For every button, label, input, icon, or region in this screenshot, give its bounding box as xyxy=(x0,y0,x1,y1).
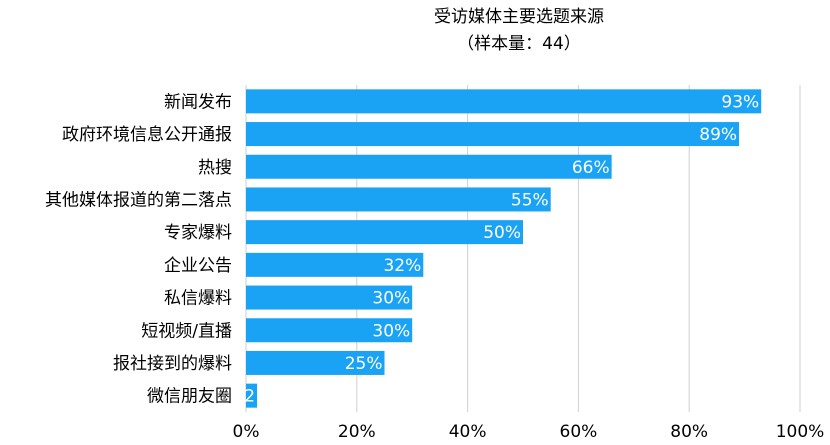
bar xyxy=(246,187,551,211)
category-label: 企业公告 xyxy=(164,256,232,276)
category-label: 热搜 xyxy=(198,158,232,178)
category-label: 微信朋友圈 xyxy=(147,387,232,407)
category-label: 报社接到的爆料 xyxy=(113,354,232,374)
data-label: 32% xyxy=(383,256,421,276)
category-label: 短视频/直播 xyxy=(141,321,232,341)
bar xyxy=(246,89,761,113)
x-tick-label: 80% xyxy=(670,422,708,442)
x-tick-labels: 0% 20% 40% 60% 80% 100% xyxy=(233,422,825,442)
category-label: 专家爆料 xyxy=(164,223,232,243)
data-label: 50% xyxy=(483,223,521,243)
bar xyxy=(246,220,523,244)
x-tick-label: 60% xyxy=(560,422,598,442)
category-label: 私信爆料 xyxy=(164,289,232,309)
x-tick-label: 100% xyxy=(776,422,825,442)
chart-subtitle: （样本量：44） xyxy=(457,34,581,54)
category-label: 新闻发布 xyxy=(164,92,232,112)
chart-title: 受访媒体主要选题来源 xyxy=(434,7,604,27)
category-label: 其他媒体报道的第二落点 xyxy=(45,190,232,210)
x-tick-label: 40% xyxy=(449,422,487,442)
category-label: 政府环境信息公开通报 xyxy=(62,125,232,145)
bars: 93% 89% 66% 55% 50% 32% 30% 30% 25% 2 xyxy=(244,89,761,407)
category-labels: 新闻发布政府环境信息公开通报热搜其他媒体报道的第二落点专家爆料企业公告私信爆料短… xyxy=(45,92,232,406)
data-label: 30% xyxy=(372,321,410,341)
data-label: 2 xyxy=(244,387,255,407)
x-tick-label: 20% xyxy=(338,422,376,442)
data-label: 55% xyxy=(511,190,549,210)
data-label: 89% xyxy=(699,125,737,145)
x-tick-label: 0% xyxy=(233,422,260,442)
data-label: 25% xyxy=(345,354,383,374)
data-label: 66% xyxy=(572,158,610,178)
data-label: 93% xyxy=(721,92,759,112)
bar xyxy=(246,155,612,179)
data-label: 30% xyxy=(372,289,410,309)
bar xyxy=(246,122,739,146)
